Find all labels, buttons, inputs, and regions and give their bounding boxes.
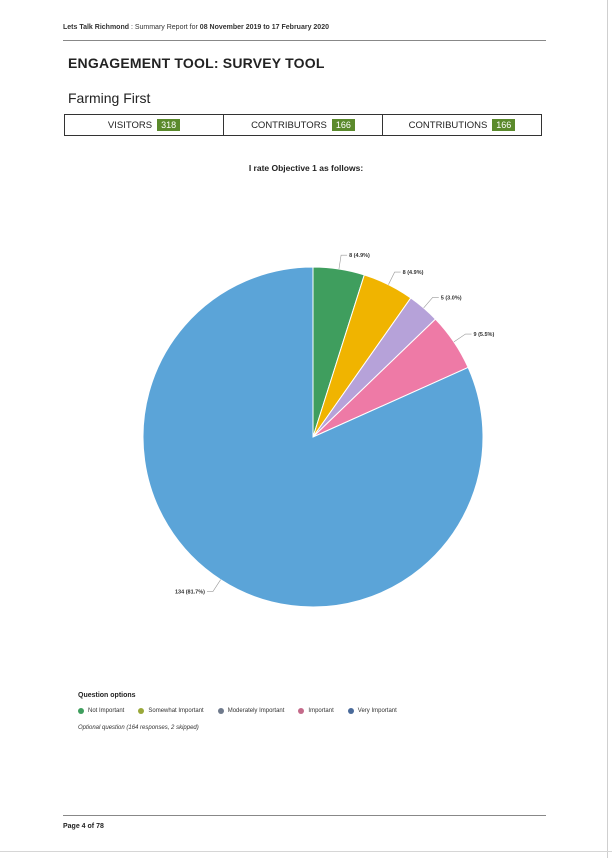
header-divider: [63, 40, 546, 41]
legend-label: Somewhat Important: [148, 708, 204, 714]
legend-dot: [298, 708, 305, 714]
page-subtitle: Farming First: [68, 90, 151, 106]
stat-contributors-badge: 166: [331, 119, 355, 131]
stat-contributors-label: CONTRIBUTORS: [251, 119, 327, 131]
pie-leader-line: [423, 297, 439, 309]
footer-divider: [63, 815, 546, 816]
stats-bar: VISITORS 318 CONTRIBUTORS 166 CONTRIBUTI…: [64, 114, 542, 136]
page-edge-bottom: [0, 851, 612, 852]
legend-item-important[interactable]: Important: [298, 708, 334, 714]
pie-data-label: 9 (5.5%): [473, 332, 494, 338]
pie-leader-line: [388, 271, 401, 285]
report-header: Lets Talk Richmond : Summary Report for …: [63, 24, 329, 31]
stat-contributors: CONTRIBUTORS 166: [224, 115, 383, 135]
pie-data-label: 5 (3.0%): [441, 295, 462, 301]
legend-item-not-important[interactable]: Not Important: [78, 708, 124, 714]
pie-data-label: 134 (81.7%): [175, 589, 205, 595]
page-number: Page 4 of 78: [63, 823, 104, 830]
page-edge-right: [607, 0, 608, 858]
legend-dot: [347, 708, 354, 714]
legend-item-somewhat-important[interactable]: Somewhat Important: [138, 708, 204, 714]
legend-dot: [78, 708, 84, 714]
pie-slice-very-important[interactable]: [142, 266, 484, 608]
stat-contributions-label: CONTRIBUTIONS: [408, 119, 488, 131]
legend-item-very-important[interactable]: Very Important: [347, 708, 397, 714]
stat-contributions-badge: 166: [492, 119, 516, 131]
legend-note: Optional question (164 responses, 2 skip…: [78, 725, 199, 731]
legend-label: Not Important: [88, 708, 125, 714]
chart-title: I rate Objective 1 as follows:: [248, 163, 364, 173]
stat-visitors: VISITORS 318: [65, 115, 224, 135]
legend-dot: [138, 708, 145, 714]
legend-label: Moderately Important: [227, 708, 285, 714]
legend-dot: [217, 708, 224, 714]
pie-leader-line: [206, 579, 221, 592]
stat-visitors-badge: 318: [157, 119, 181, 131]
site-name: Lets Talk Richmond: [63, 24, 129, 31]
legend-title: Question options: [78, 692, 136, 699]
legend-label: Important: [308, 708, 334, 714]
pie-data-label: 8 (4.9%): [403, 270, 424, 276]
page-title: ENGAGEMENT TOOL: SURVEY TOOL: [68, 55, 325, 71]
legend-item-moderately-important[interactable]: Moderately Important: [217, 708, 285, 714]
stat-visitors-label: VISITORS: [107, 119, 153, 131]
pie-leader-line: [453, 333, 472, 343]
stat-contributions: CONTRIBUTIONS 166: [383, 115, 541, 135]
header-date-range: 08 November 2019 to 17 February 2020: [199, 24, 329, 31]
legend-label: Very Important: [357, 708, 397, 714]
pie-leader-line: [338, 254, 348, 270]
legend: Not Important Somewhat Important Moderat…: [78, 708, 411, 714]
pie-data-label: 8 (4.9%): [349, 253, 370, 259]
header-prefix: : Summary Report for: [129, 24, 200, 31]
